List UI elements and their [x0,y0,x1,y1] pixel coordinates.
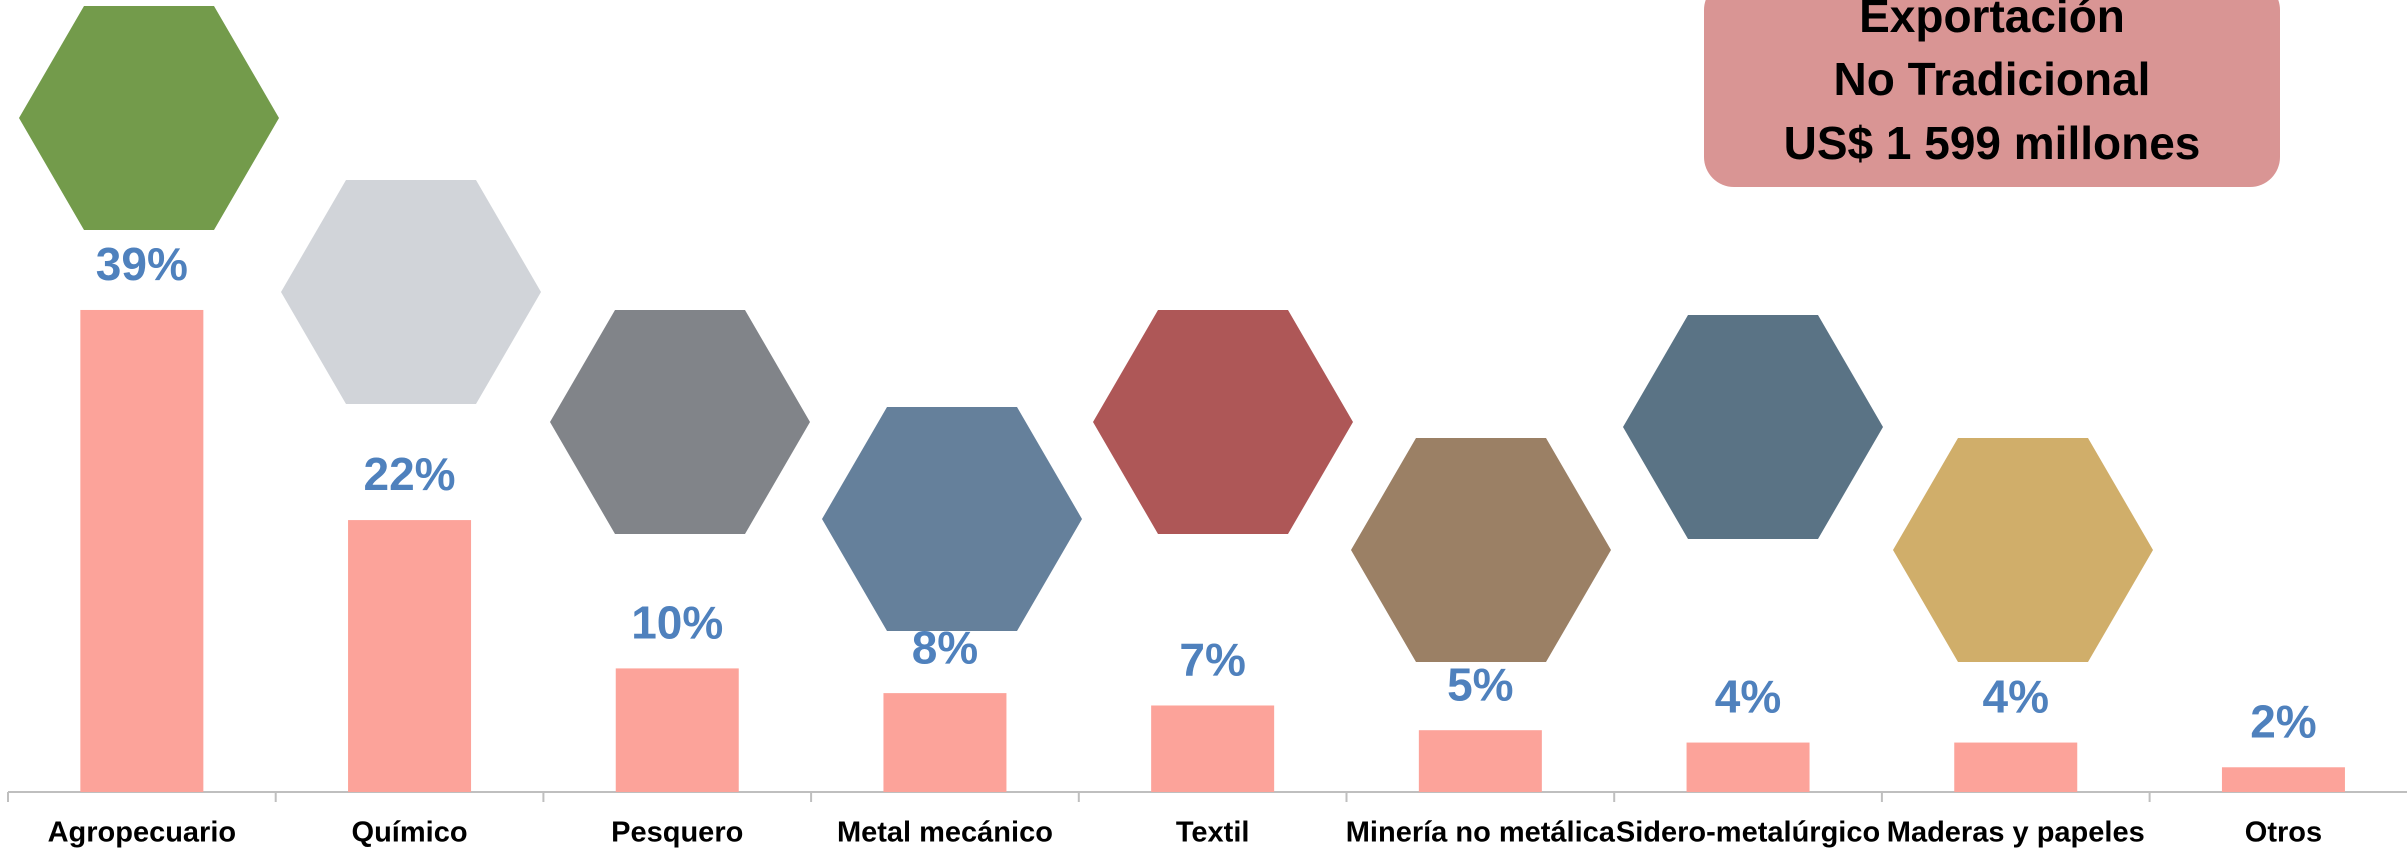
photo-hexagon [1893,438,2153,662]
bar [616,668,739,792]
page: {"chart_data": {"type": "bar", "title_li… [0,0,2407,851]
value-label: 7% [1179,634,1245,686]
bar [1687,743,1810,792]
bar [1419,730,1542,792]
value-label: 8% [912,621,978,673]
x-tick-label: Agropecuario [48,817,237,849]
value-label: 4% [1983,671,2049,723]
bar [1151,705,1274,792]
bar [348,520,471,792]
x-tick-label: Metal mecánico [837,817,1053,849]
x-tick-label: Químico [352,817,468,849]
bar [2222,767,2345,792]
photo-hexagon [550,310,810,534]
photo-hexagon [1093,310,1353,534]
value-label: 22% [364,448,456,500]
title-line: Exportación [1859,0,2125,42]
photo-hexagon [281,180,541,404]
x-tick-label: Maderas y papeles [1887,817,2145,849]
photo-hexagon [1351,438,1611,662]
x-tick-label: Pesquero [611,817,743,849]
bar [883,693,1006,792]
x-tick-label: Minería no metálica [1346,817,1616,849]
value-label: 2% [2250,695,2316,747]
bar [80,310,203,792]
value-label: 5% [1447,658,1513,710]
x-tick-label: Otros [2245,817,2322,849]
photo-hexagon [822,407,1082,631]
chart: Exportación No Tradicional US$ 1 599 mil… [0,0,2407,851]
value-label: 4% [1715,671,1781,723]
photo-hexagon [19,6,279,230]
bar [1954,743,2077,792]
photo-hexagon [1623,315,1883,539]
x-tick-label: Textil [1176,817,1250,849]
value-label: 10% [631,597,723,649]
title-line: US$ 1 599 millones [1784,117,2201,169]
x-tick-label: Sidero-metalúrgico [1616,817,1880,849]
title-line: No Tradicional [1834,53,2151,105]
value-label: 39% [96,238,188,290]
